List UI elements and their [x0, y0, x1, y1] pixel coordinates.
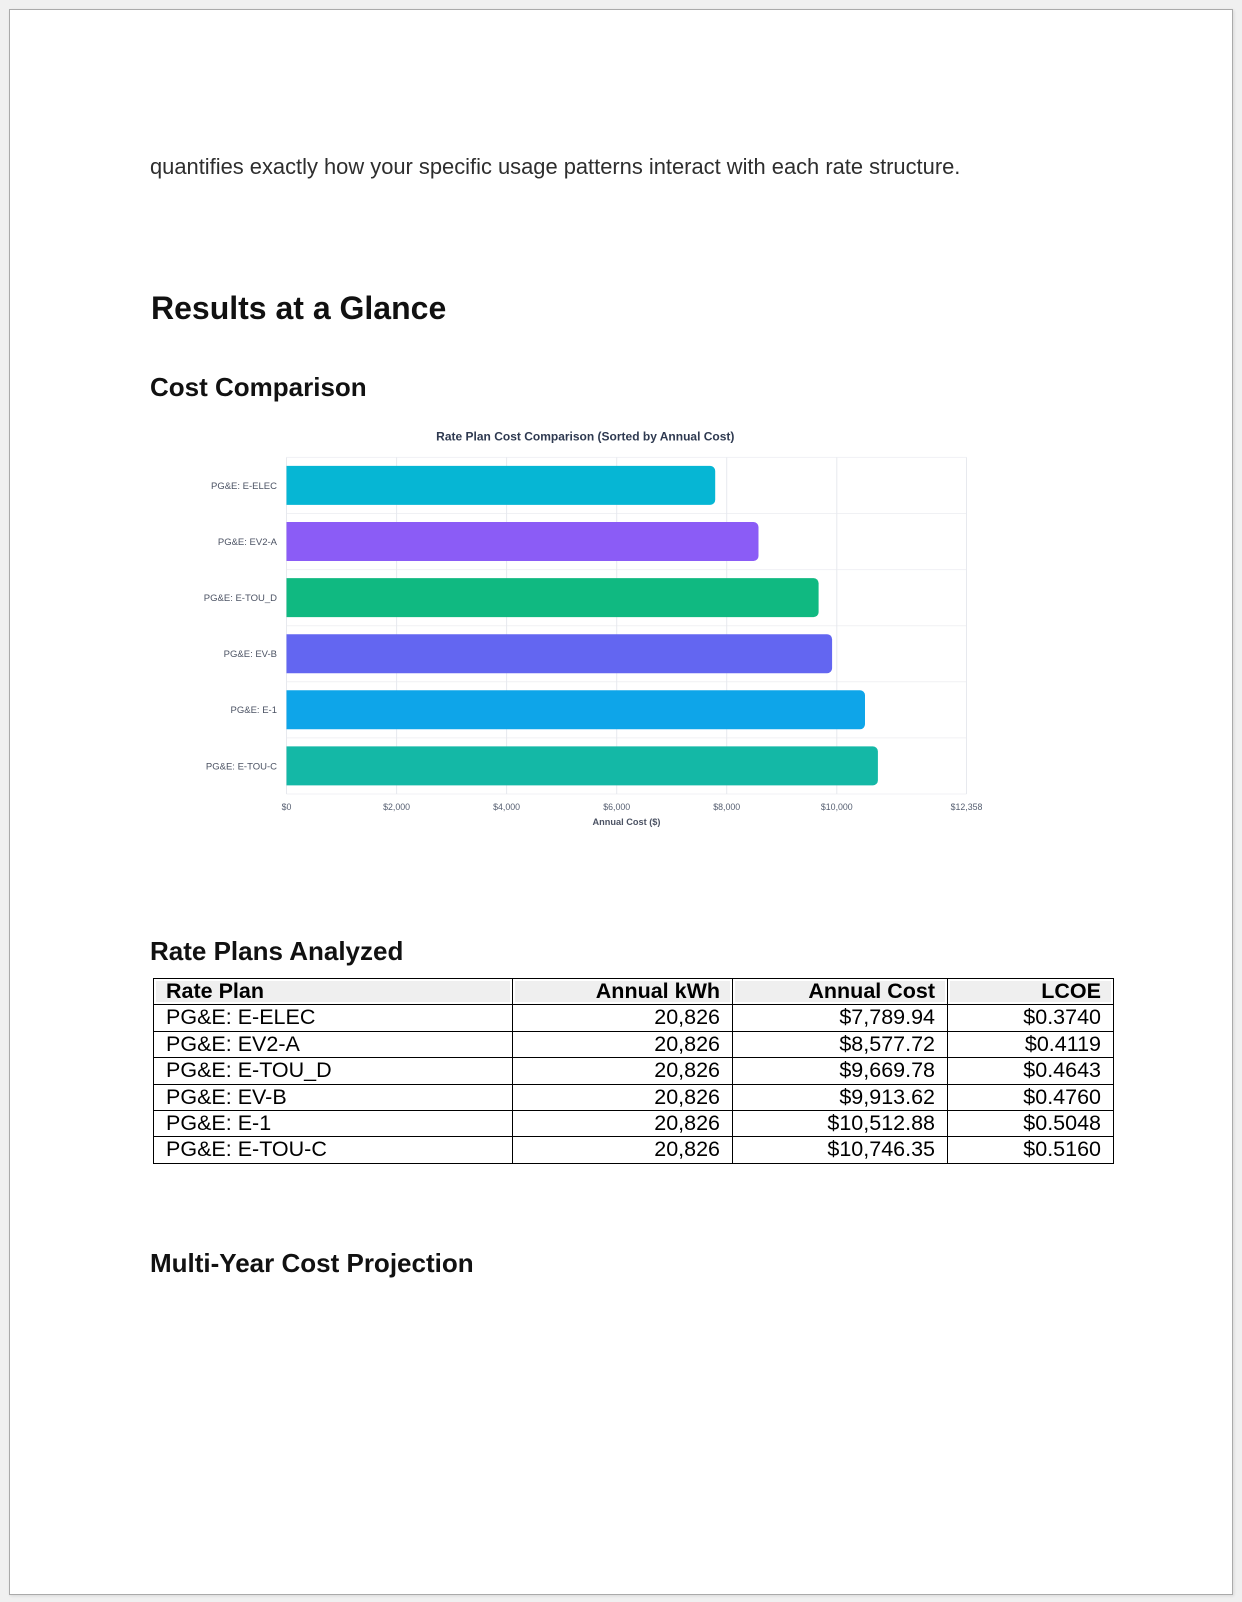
svg-text:PG&E: E-ELEC: PG&E: E-ELEC — [211, 481, 277, 492]
svg-text:$12,358: $12,358 — [951, 802, 983, 812]
svg-text:PG&E: E-TOU_D: PG&E: E-TOU_D — [204, 593, 277, 604]
svg-text:PG&E: E-1: PG&E: E-1 — [231, 705, 277, 716]
svg-text:$10,000: $10,000 — [821, 802, 853, 812]
svg-text:$4,000: $4,000 — [493, 802, 520, 812]
svg-text:$2,000: $2,000 — [383, 802, 410, 812]
svg-text:PG&E: EV2-A: PG&E: EV2-A — [218, 537, 278, 548]
svg-text:Rate Plan Cost Comparison (Sor: Rate Plan Cost Comparison (Sorted by Ann… — [436, 430, 734, 444]
svg-text:$0: $0 — [282, 802, 292, 812]
svg-text:$8,000: $8,000 — [713, 802, 740, 812]
svg-text:PG&E: E-TOU-C: PG&E: E-TOU-C — [206, 761, 277, 772]
svg-text:PG&E: EV-B: PG&E: EV-B — [224, 649, 277, 660]
svg-text:Annual Cost ($): Annual Cost ($) — [593, 817, 661, 827]
svg-text:$6,000: $6,000 — [603, 802, 630, 812]
